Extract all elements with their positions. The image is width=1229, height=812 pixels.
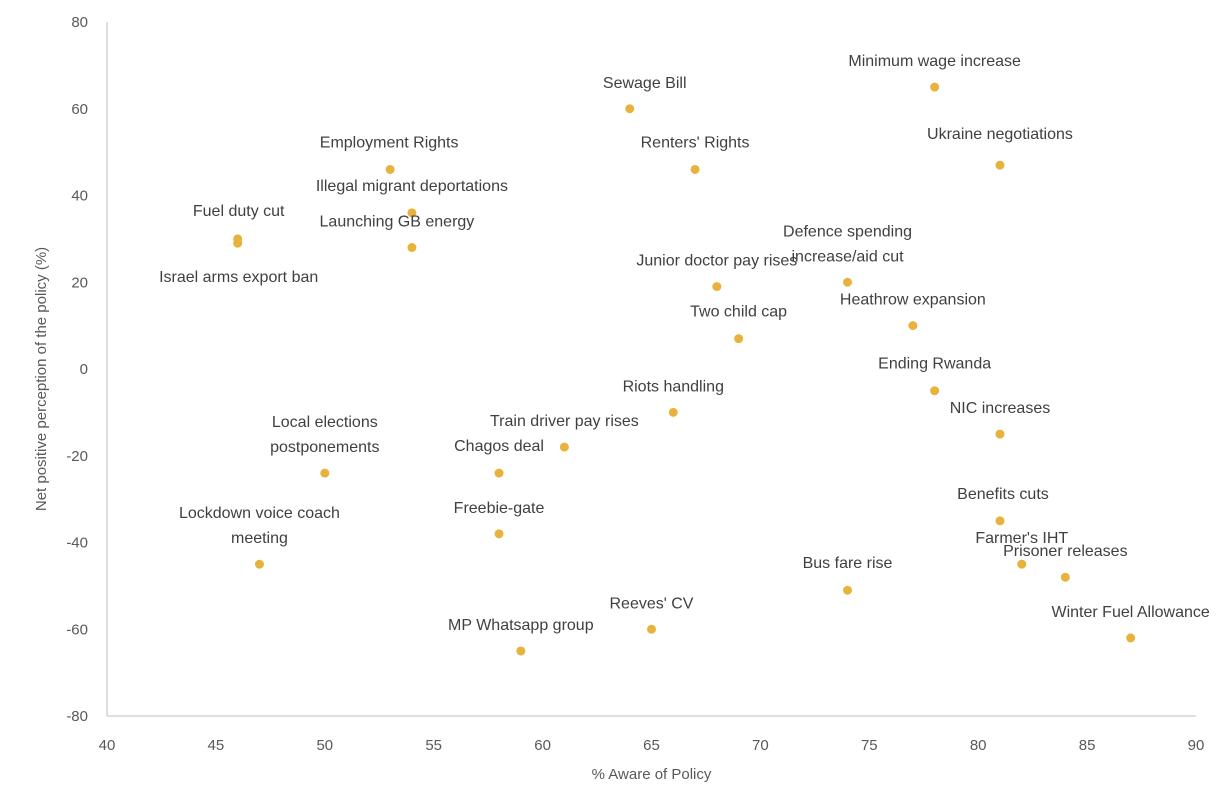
data-point [843,277,853,287]
data-point [494,468,504,478]
data-point [1126,633,1136,643]
y-tick-label: 0 [80,361,88,378]
y-tick-label: 20 [71,274,88,291]
x-tick-label: 75 [861,737,878,754]
x-tick-label: 50 [316,737,333,754]
x-tick-label: 45 [208,737,225,754]
y-tick-label: -20 [66,448,88,465]
data-point [385,164,395,174]
point-labels: Minimum wage increase Sewage Bill Ukraine … [159,53,1210,634]
data-point [1060,572,1070,582]
point-label: Farmer's IHT [975,530,1068,547]
data-point [647,624,656,634]
point-label: Launching GB energy [320,214,475,231]
data-point [930,82,940,92]
point-label: Two child cap [690,304,787,321]
data-point [625,104,635,114]
data-point [908,321,918,331]
data-point [320,468,330,478]
x-tick-label: 90 [1188,737,1205,754]
x-tick-label: 60 [534,737,551,754]
point-label: Illegal migrant deportations [316,178,508,195]
point-label: MP Whatsapp group [448,617,594,634]
point-label: NIC increases [950,400,1050,417]
point-label: Chagos deal [454,438,544,455]
x-axis-title: % Aware of Policy [592,766,712,783]
y-tick-label: 40 [71,188,88,205]
y-tick-label: -60 [66,621,88,638]
point-label: Benefits cuts [957,486,1049,503]
axes [106,22,1196,717]
point-label: Lockdown voice coach meeting [179,505,340,547]
y-axis-title: Net positive perception of the policy (%… [33,247,50,511]
y-tick-label: -80 [66,708,88,725]
point-label: Heathrow expansion [840,292,986,309]
x-tick-label: 80 [970,737,987,754]
point-label: Junior doctor pay rises [636,253,797,270]
point-label: Train driver pay rises [490,413,639,430]
point-label: Prisoner releases [1003,543,1128,560]
point-label: Reeves' CV [610,595,694,612]
point-label: Riots handling [623,378,724,395]
data-point [1017,559,1027,569]
data-point [712,282,722,292]
y-tick-label: 60 [71,101,88,118]
x-tick-label: 85 [1079,737,1096,754]
data-point [494,529,504,539]
y-tick-label: -40 [66,535,88,552]
data-point [407,208,417,218]
data-point [668,407,678,417]
data-point [407,243,417,253]
point-label: Defence spending increase/aid cut [783,223,912,265]
data-point [233,238,243,248]
data-point [254,559,264,569]
data-point [734,334,744,344]
data-point [995,516,1005,526]
point-label: Minimum wage increase [848,53,1021,70]
point-label: Fuel duty cut [193,203,285,220]
data-point [559,442,569,452]
data-points [233,82,1136,656]
y-tick-labels: 80 60 40 20 0 -20 -40 -60 -80 [66,14,88,725]
x-tick-label: 70 [752,737,769,754]
data-point [995,160,1005,170]
x-tick-label: 55 [425,737,442,754]
point-label: Local elections postponements [270,414,379,456]
point-label: Israel arms export ban [159,269,318,286]
data-point [995,429,1005,439]
x-tick-label: 40 [99,737,116,754]
data-point [843,585,853,595]
point-label: Winter Fuel Allowance [1052,604,1210,621]
point-label: Freebie-gate [454,500,545,517]
data-point [516,646,526,656]
data-point [690,164,700,174]
point-label: Ending Rwanda [878,356,991,373]
y-tick-label: 80 [71,14,88,31]
point-label: Employment Rights [320,134,459,151]
x-tick-label: 65 [643,737,660,754]
data-point [930,386,940,396]
x-tick-labels: 40 45 50 55 60 65 70 75 80 85 90 [99,737,1205,754]
point-label: Renters' Rights [641,134,750,151]
point-label: Sewage Bill [603,75,687,92]
point-label: Bus fare rise [803,555,893,572]
point-label: Ukraine negotiations [927,126,1073,143]
